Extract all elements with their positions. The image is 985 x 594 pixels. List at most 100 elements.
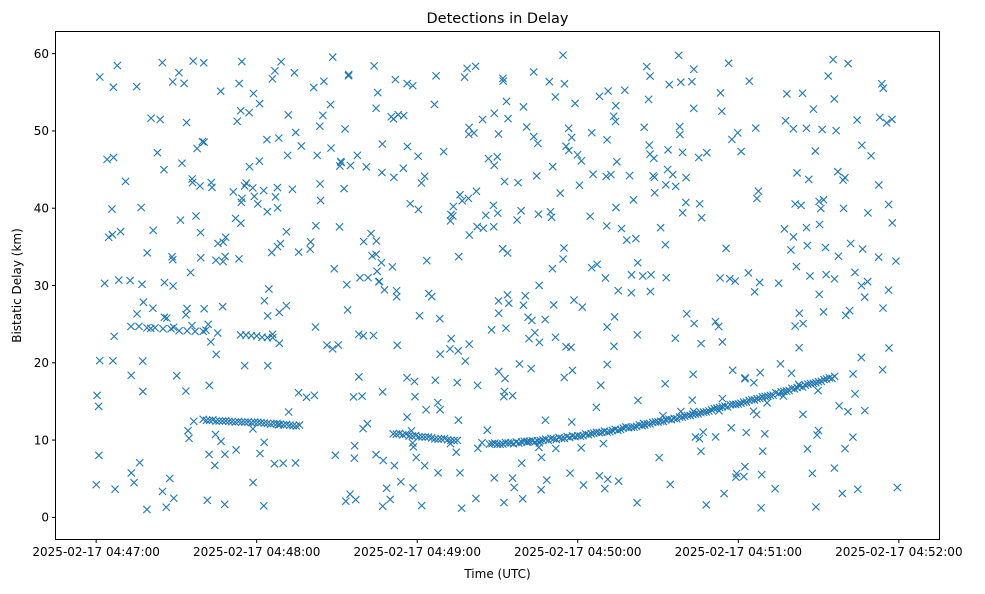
detection-point xyxy=(606,170,615,179)
detection-point xyxy=(373,267,382,276)
detection-point xyxy=(502,97,511,106)
detection-point xyxy=(858,245,867,254)
detection-point xyxy=(811,147,820,156)
detection-point xyxy=(111,485,120,494)
detection-point xyxy=(409,484,418,493)
detection-point xyxy=(622,236,631,245)
detection-point xyxy=(282,301,291,310)
detection-point xyxy=(499,498,508,507)
detection-point xyxy=(247,418,256,427)
detection-point xyxy=(614,286,623,295)
detection-point xyxy=(782,387,791,396)
detection-point xyxy=(342,280,351,289)
detection-point xyxy=(378,387,387,396)
detection-point xyxy=(593,260,602,269)
detection-point xyxy=(801,381,810,390)
detection-point xyxy=(739,398,748,407)
detection-point xyxy=(454,252,463,261)
detection-point xyxy=(671,334,680,343)
detection-point xyxy=(893,483,902,492)
detection-point xyxy=(567,133,576,142)
detection-point xyxy=(609,112,618,121)
detection-point xyxy=(319,77,328,86)
detection-point xyxy=(306,237,315,246)
detection-point xyxy=(702,407,711,416)
detection-point xyxy=(436,405,445,414)
detection-point xyxy=(557,434,566,443)
detection-point xyxy=(535,338,544,347)
detection-point xyxy=(857,281,866,290)
detection-point xyxy=(113,61,122,70)
detection-point xyxy=(493,152,502,161)
detection-point xyxy=(529,132,538,141)
detection-point xyxy=(453,378,462,387)
detection-point xyxy=(213,239,222,248)
detection-point xyxy=(346,161,355,170)
detection-point xyxy=(587,128,596,137)
detection-point xyxy=(535,281,544,290)
y-tick-label: 10 xyxy=(34,433,49,447)
detection-point xyxy=(392,286,401,295)
detection-point xyxy=(519,301,528,310)
detection-point xyxy=(599,439,608,448)
detection-point xyxy=(452,448,461,457)
detection-point xyxy=(556,189,565,198)
detection-point xyxy=(175,326,184,335)
detection-point xyxy=(169,494,178,503)
detection-point xyxy=(213,329,222,337)
detection-point xyxy=(162,314,171,323)
y-tick-label: 50 xyxy=(34,124,49,138)
detection-point xyxy=(245,162,254,171)
detection-point xyxy=(94,402,103,411)
detection-point xyxy=(322,341,331,350)
detection-point xyxy=(650,173,659,182)
detection-point xyxy=(798,89,807,98)
detection-point xyxy=(132,82,141,91)
detection-point xyxy=(206,337,215,346)
detection-point xyxy=(524,334,533,343)
detection-point xyxy=(551,444,560,453)
detection-point xyxy=(406,199,415,208)
detection-point xyxy=(215,417,224,426)
x-tick-label: 2025-02-17 04:48:00 xyxy=(193,545,320,559)
detection-point xyxy=(799,319,808,328)
detection-point xyxy=(513,215,522,224)
detection-point xyxy=(716,273,725,282)
detection-point xyxy=(448,212,457,221)
detection-point xyxy=(559,255,568,264)
detection-point xyxy=(473,222,482,231)
detection-point xyxy=(592,403,601,412)
detection-point xyxy=(874,181,883,190)
x-tick-label: 2025-02-17 04:47:00 xyxy=(32,545,159,559)
detection-point xyxy=(613,426,622,435)
detection-point xyxy=(127,468,136,477)
detection-point xyxy=(518,494,527,503)
detection-point xyxy=(845,306,854,315)
x-axis: 2025-02-17 04:47:00 2025-02-17 04:48:00 20… xyxy=(32,539,963,559)
detection-point xyxy=(172,371,181,380)
detection-point xyxy=(237,418,246,427)
detection-point xyxy=(568,366,577,375)
detection-point xyxy=(787,369,796,378)
detection-point xyxy=(712,404,721,413)
detection-point xyxy=(237,57,246,66)
detection-point xyxy=(494,367,503,376)
detection-point xyxy=(678,208,687,217)
detection-point xyxy=(816,204,825,213)
detection-point xyxy=(587,429,596,438)
detection-point xyxy=(454,416,463,425)
detection-point xyxy=(571,99,580,108)
detection-point xyxy=(284,407,293,416)
detection-point xyxy=(494,309,503,318)
detection-point xyxy=(158,487,167,496)
detection-point xyxy=(228,417,237,426)
detection-point xyxy=(809,105,818,114)
detection-point xyxy=(551,333,560,342)
detection-point xyxy=(776,359,785,368)
detection-point xyxy=(694,409,703,418)
detection-point xyxy=(675,122,684,131)
detection-point xyxy=(396,477,405,486)
detection-point xyxy=(849,369,858,378)
detection-point xyxy=(270,459,279,468)
detection-point xyxy=(126,322,135,331)
